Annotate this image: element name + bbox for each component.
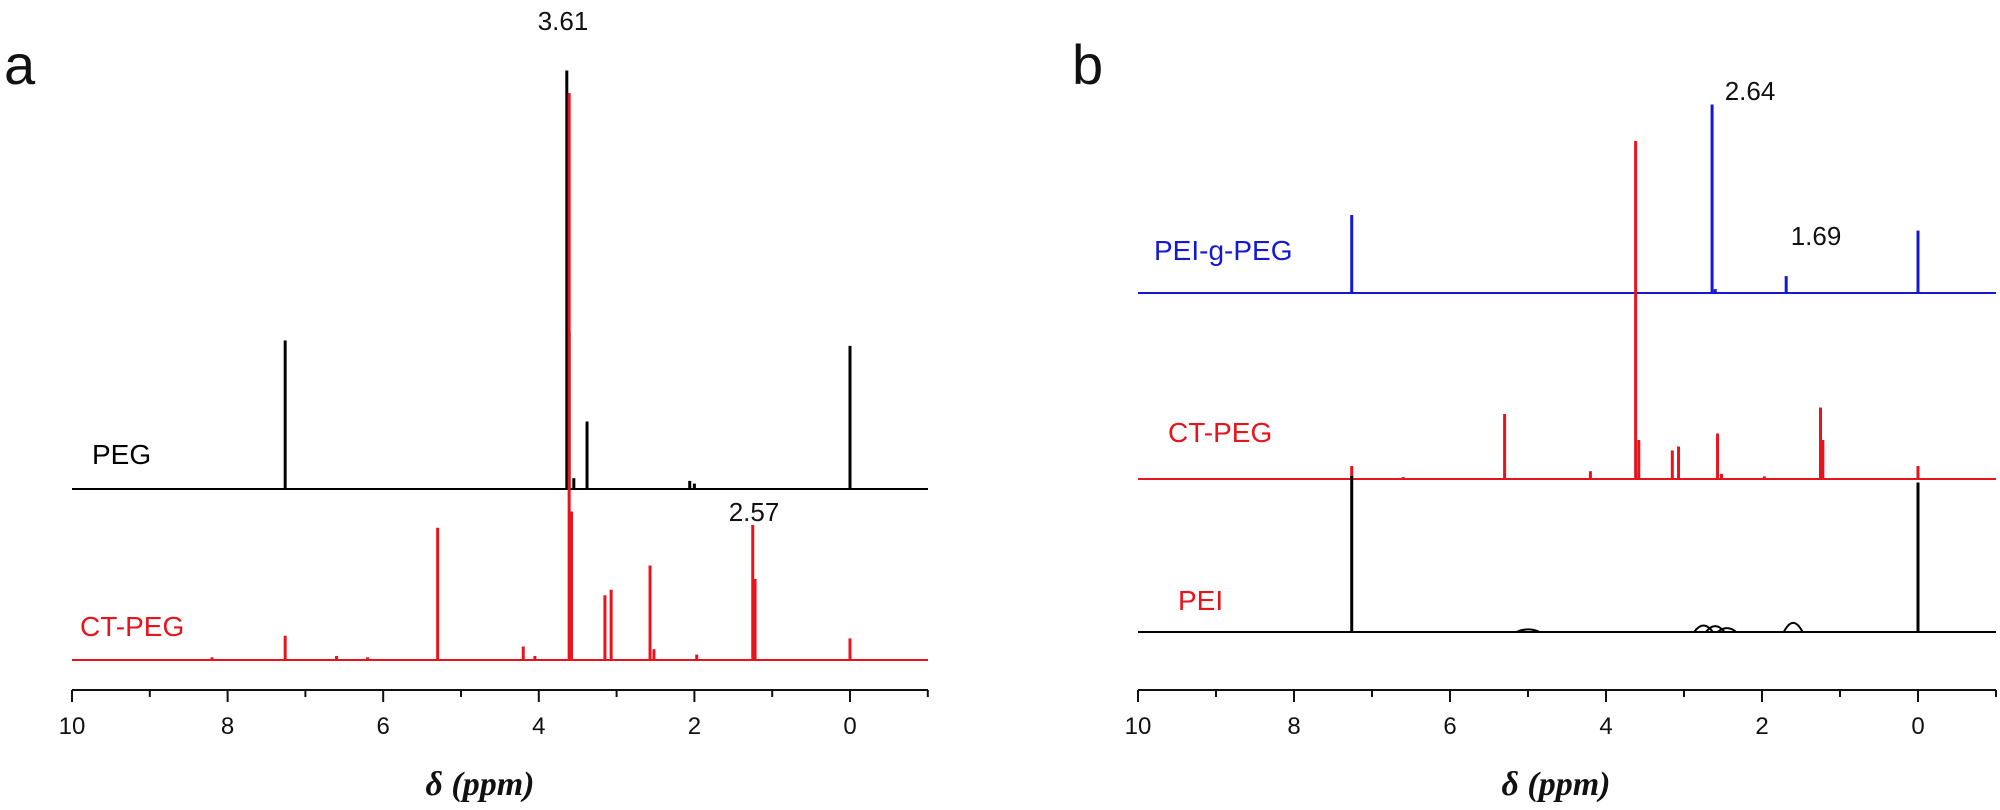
panel-a-peak-label-361: 3.61 [538,6,589,36]
panel-b-peak-label-169: 1.69 [1791,221,1842,251]
panel-b-x-tick-label-4: 4 [1599,713,1612,740]
panel-a-x-tick-label-8: 8 [221,713,234,740]
panel-b-x-tick-label-2: 2 [1755,713,1768,740]
panel-a-x-tick-label-10: 10 [59,713,86,740]
panel-a-x-tick-label-4: 4 [532,713,545,740]
panel-b-peak-label-264: 2.64 [1725,76,1776,106]
panel-b-series-pei-hump [1716,627,1737,633]
panel-b-x-axis-title: δ (ppm) [1501,766,1610,803]
panel-a-series-label-ct-peg: CT-PEG [80,611,184,642]
panel-a-x-tick-label-6: 6 [377,713,390,740]
panel-b-x-tick-label-10: 10 [1125,713,1152,740]
panel-b: b 10 8 6 4 2 0 δ (ppm) PEI-g-PEG CT-PEG PEI 2… [1072,33,1997,803]
panel-a-peak-label-257: 2.57 [729,497,780,527]
panel-a: a 10 8 6 4 2 0 δ (ppm) PEG CT-PEG 3.61 2.57 [4,6,929,803]
panel-b-series-pei-hump [1782,621,1804,633]
panel-b-plot: 10 8 6 4 2 0 [1125,104,1997,740]
panel-b-x-tick-label-6: 6 [1443,713,1456,740]
panel-b-series-pei-hump [1515,628,1541,633]
panel-a-plot: 10 8 6 4 2 0 [59,70,929,740]
panel-b-x-tick-label-0: 0 [1911,713,1924,740]
panel-b-x-tick-label-8: 8 [1287,713,1300,740]
panel-a-letter: a [4,33,36,96]
panel-b-series-label-ct-peg: CT-PEG [1168,417,1272,448]
panel-b-series-pei-hump [1693,624,1714,633]
panel-a-x-tick-label-2: 2 [688,713,701,740]
panel-a-x-tick-label-0: 0 [843,713,856,740]
panel-a-x-axis-title: δ (ppm) [425,766,534,803]
panel-b-series-label-pei-g-peg: PEI-g-PEG [1154,235,1292,266]
panel-b-series-label-pei: PEI [1178,585,1223,616]
panel-b-series-pei-hump [1705,625,1726,633]
panel-b-letter: b [1072,33,1103,96]
panel-a-series-label-peg: PEG [92,439,151,470]
